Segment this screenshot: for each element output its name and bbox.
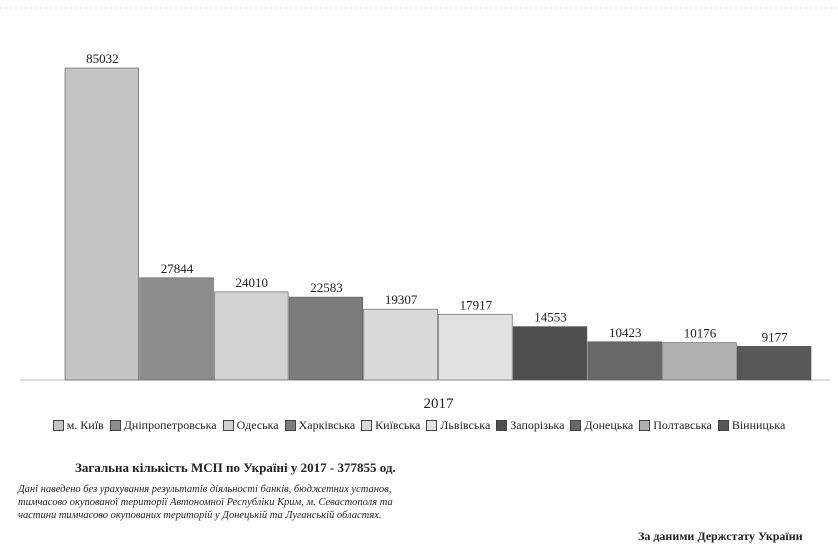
legend-swatch [639, 420, 651, 431]
bar [587, 341, 662, 381]
legend-swatch [222, 420, 234, 431]
value-label: 9177 [762, 329, 789, 344]
legend-swatch [361, 420, 373, 431]
legend-label: Одеська [236, 418, 279, 432]
x-tick-label: 2017 [424, 396, 455, 412]
legend-label: Львівська [440, 418, 491, 432]
bar [363, 308, 438, 381]
legend-label: Дніпропетровська [123, 418, 217, 432]
legend-label: Полтавська [653, 418, 712, 432]
legend-item: Дніпропетровська [109, 418, 217, 433]
legend-item: Львівська [426, 418, 490, 433]
legend-item: Донецька [570, 418, 633, 433]
legend-swatch [109, 420, 121, 431]
source: За даними Держстату України [638, 529, 803, 543]
legend-swatch [496, 420, 508, 431]
legend-swatch [717, 420, 729, 431]
legend-item: Запорізька [496, 418, 564, 433]
legend-label: Запорізька [510, 418, 565, 432]
legend-label: Донецька [584, 418, 634, 432]
legend-item: Вінницька [717, 418, 786, 433]
bar [662, 342, 737, 381]
value-label: 10176 [684, 326, 717, 341]
legend-item: м. Київ [52, 418, 104, 433]
legend-label: м. Київ [66, 418, 104, 432]
value-label: 24010 [236, 275, 269, 290]
legend-label: Вінницька [731, 418, 786, 432]
note-line: Дані наведено без урахування результатів… [17, 484, 391, 495]
legend: м. Київ Дніпропетровська Одеська Харківська… [0, 418, 838, 433]
value-label: 14553 [534, 310, 567, 325]
legend-label: Харківська [298, 418, 356, 432]
bar [512, 326, 588, 381]
value-label: 10423 [609, 325, 642, 340]
legend-swatch [284, 420, 296, 431]
bar [214, 291, 289, 381]
value-label: 85032 [86, 51, 119, 66]
legend-label: Київська [375, 418, 421, 432]
legend-item: Київська [361, 418, 420, 433]
legend-swatch [426, 420, 438, 431]
value-label: 22583 [310, 280, 343, 295]
note-line: тимчасово окупованої території Автономно… [18, 497, 393, 508]
summary-title: Загальна кількість МСП по Україні у 2017… [75, 460, 396, 475]
legend-swatch [52, 420, 64, 431]
legend-item: Харківська [284, 418, 356, 433]
note-line: частини тимчасово окупованих територій у… [18, 510, 382, 521]
bar [64, 67, 139, 381]
value-label: 19307 [385, 292, 418, 307]
bar [736, 346, 812, 381]
bar [438, 313, 513, 381]
bar [139, 277, 214, 381]
legend-item: Одеська [222, 418, 279, 433]
legend-swatch [570, 420, 582, 431]
value-label: 17917 [460, 297, 493, 312]
value-label: 27844 [161, 261, 194, 276]
bar [288, 296, 364, 381]
legend-item: Полтавська [639, 418, 712, 433]
